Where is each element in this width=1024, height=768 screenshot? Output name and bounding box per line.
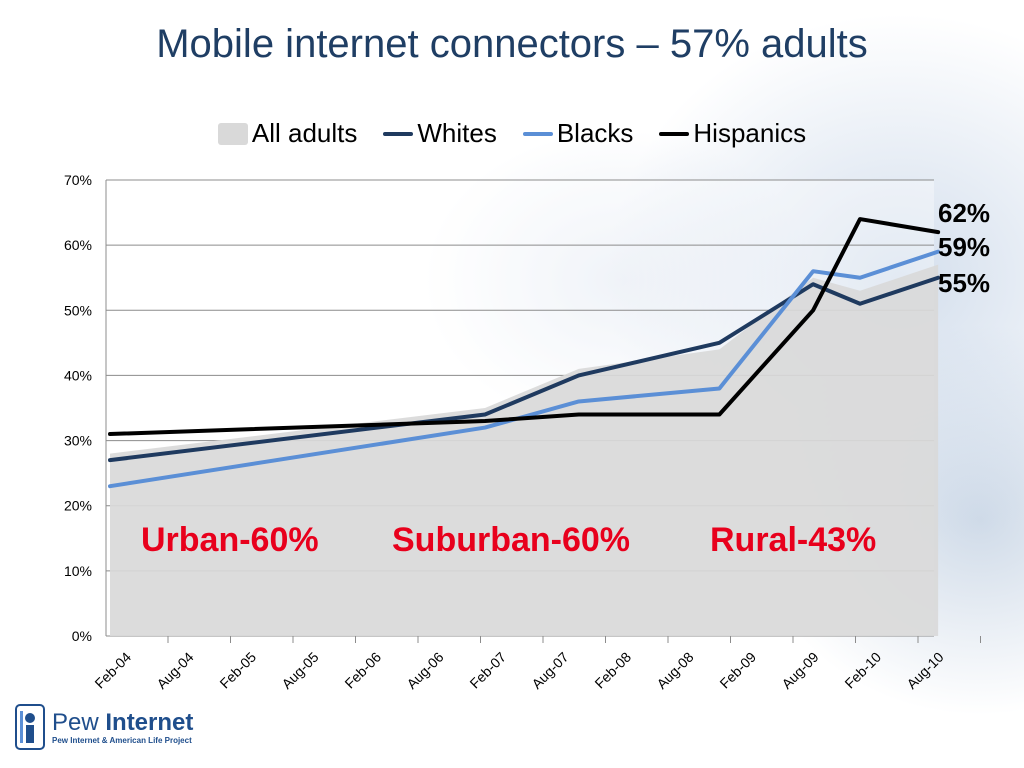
legend-label-blacks: Blacks: [556, 118, 634, 148]
legend-item-blacks: Blacks: [522, 118, 634, 149]
y-tick-label: 40%: [64, 367, 92, 383]
x-tick-label: Feb-09: [716, 649, 759, 692]
end-value-label: 62%: [938, 198, 990, 228]
y-tick-label: 0%: [72, 628, 92, 644]
line-series-hispanics: [108, 217, 941, 437]
legend-swatch-hispanics: [659, 131, 690, 136]
legend-label-hispanics: Hispanics: [693, 118, 807, 148]
x-tick-label: Aug-08: [653, 649, 696, 692]
line-series-blacks: [108, 249, 941, 489]
legend-swatch-whites: [383, 131, 414, 136]
legend-swatch-all-adults: [217, 122, 248, 145]
area-type-annotation: Suburban-60%: [392, 521, 630, 559]
y-tick-label: 70%: [64, 172, 92, 188]
x-tick-label: Aug-05: [278, 649, 321, 692]
area-type-annotation: Urban-60%: [141, 521, 319, 559]
y-tick-label: 60%: [64, 237, 92, 253]
y-tick-label: 30%: [64, 433, 92, 449]
end-value-label: 59%: [938, 232, 990, 262]
x-tick-label: Aug-04: [153, 649, 196, 692]
y-tick-label: 20%: [64, 498, 92, 514]
area-series-all-adults: [110, 264, 939, 636]
legend-label-all-adults: All adults: [251, 118, 358, 148]
x-tick-label: Feb-07: [466, 649, 509, 692]
x-tick-label: Feb-10: [841, 649, 884, 692]
pew-logo-icon: [14, 703, 46, 751]
x-tick-label: Aug-10: [903, 649, 946, 692]
logo-subtitle: Pew Internet & American Life Project: [52, 735, 192, 745]
x-tick-label: Feb-06: [341, 649, 384, 692]
pew-internet-logo: Pew Internet Pew Internet & American Lif…: [14, 700, 234, 754]
x-tick-label: Aug-06: [403, 649, 446, 692]
chart-legend: All adults Whites Blacks Hispanics: [0, 118, 1024, 149]
x-tick-label: Aug-07: [528, 649, 571, 692]
x-tick-label: Feb-05: [216, 649, 259, 692]
legend-item-whites: Whites: [383, 118, 497, 149]
y-tick-label: 10%: [64, 563, 92, 579]
logo-name: Pew Internet: [52, 708, 194, 736]
legend-item-all-adults: All adults: [217, 118, 358, 149]
logo-name-pew: Pew: [52, 708, 106, 736]
legend-item-hispanics: Hispanics: [659, 118, 806, 149]
y-tick-label: 50%: [64, 302, 92, 318]
x-tick-label: Aug-09: [778, 649, 821, 692]
area-type-annotation: Rural-43%: [710, 521, 876, 559]
end-value-label: 55%: [938, 268, 990, 298]
slide-title: Mobile internet connectors – 57% adults: [156, 22, 868, 66]
legend-swatch-blacks: [522, 131, 553, 136]
x-tick-label: Feb-04: [91, 649, 134, 692]
logo-name-internet: Internet: [105, 708, 194, 736]
x-tick-label: Feb-08: [591, 649, 634, 692]
legend-label-whites: Whites: [417, 118, 497, 148]
line-series-whites: [108, 275, 941, 463]
